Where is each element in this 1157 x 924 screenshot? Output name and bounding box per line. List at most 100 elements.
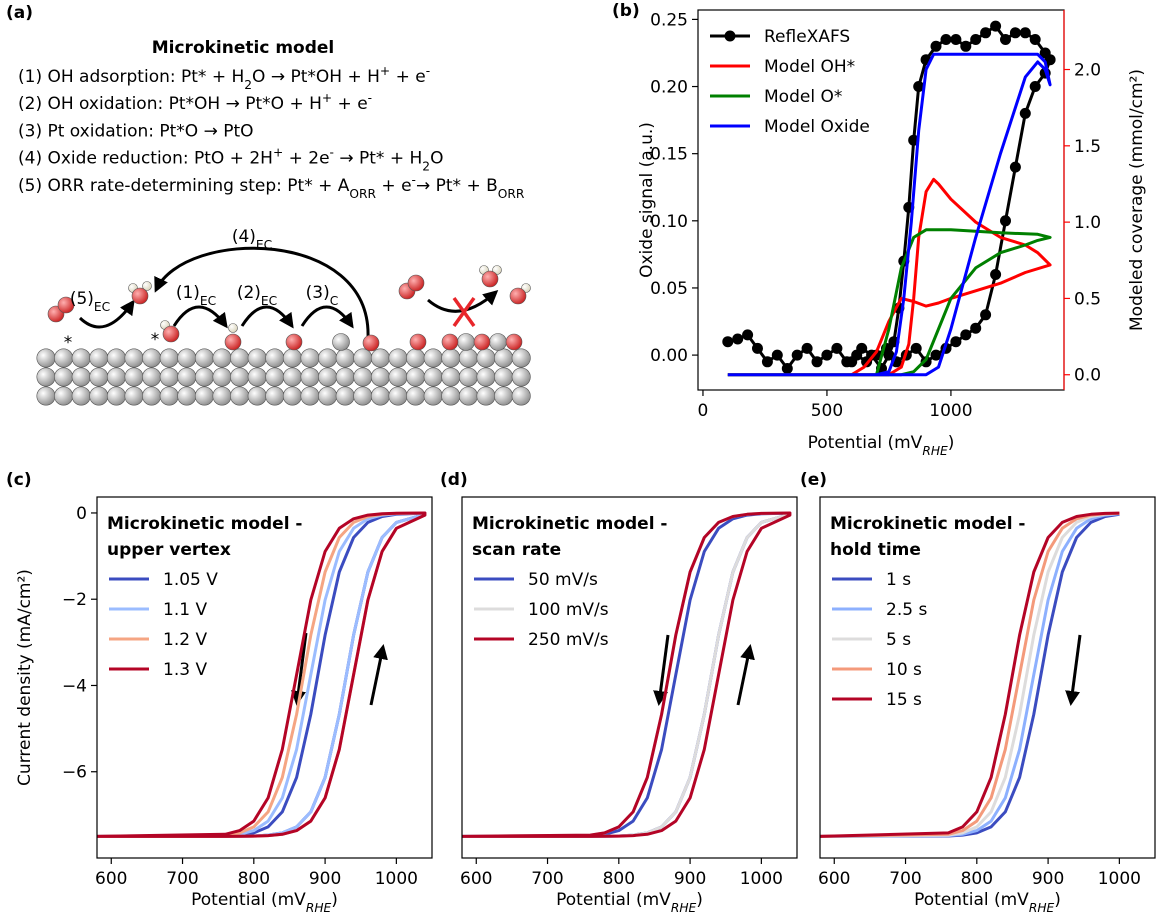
pt-atom [54,367,74,387]
data-line [819,511,1120,838]
legend-label: 50 mV/s [528,570,598,590]
data-point [1039,47,1051,59]
data-line [727,228,1052,377]
legend-title: Microkinetic model - [472,514,668,534]
pt-atom [194,348,214,368]
y-tick-label: 0.25 [650,10,688,30]
pt-atom [489,333,507,351]
pt-atom [300,348,320,368]
pt-atom [124,386,144,406]
pt-atom [142,367,162,387]
reaction-arrow [78,299,135,329]
subscript: EC [261,294,277,308]
data-line [819,512,1120,838]
pt-atom [318,348,338,368]
x-tick-label: 1000 [740,869,783,889]
text-run: (2) OH oxidation: Pt*OH → Pt*O + H [18,94,322,114]
data-point [771,349,783,361]
text-run: Potential (mV [191,890,306,910]
y-tick-label: 0.00 [650,346,688,366]
pt-atom [159,386,179,406]
pt-atom [441,367,461,387]
data-point [801,342,813,354]
data-line [461,511,792,838]
pt-atom [194,386,214,406]
subscript: ORR [498,187,525,201]
subscript: 2 [422,160,430,174]
superscript: - [330,146,334,160]
y-axis-label: Oxide signal (a.u.) [637,122,657,278]
legend-label: 1.2 V [163,630,207,650]
text-run: (1) [176,283,200,303]
subscript: RHE [671,901,697,915]
pt-atom [265,386,285,406]
subscript: C [330,294,339,308]
pt-atom [89,367,109,387]
data-point [761,356,773,368]
text-run: → Pt* + H [334,149,422,169]
reaction-step: (2) OH oxidation: Pt*OH → Pt*O + H+ + e- [18,91,372,114]
scan-arrow [653,634,670,706]
pt-atom [177,386,197,406]
y-axis-label: Current density (mA/cm²) [15,569,35,786]
x-tick-label: 600 [460,869,492,889]
text-run: ) [331,890,338,910]
data-point [970,34,982,45]
data-point [811,356,823,368]
pt-atom [423,386,443,406]
data-point [913,81,925,92]
arrows [291,632,1082,706]
legend-marker [724,30,736,42]
text-run: + 2e [283,149,329,169]
pt-atom [247,367,267,387]
pt-atom [300,386,320,406]
subscript: RHE [1029,901,1055,915]
data-point [1029,81,1041,92]
data-line [727,24,1052,370]
legend-label: 15 s [886,690,922,710]
panel-label: (c) [6,470,32,490]
o-atom [441,333,459,351]
y2-tick-label: 2.0 [1074,61,1101,81]
subscript: RHE [306,901,332,915]
pt-atom [406,367,426,387]
pt-atom [335,386,355,406]
pt-atom [54,386,74,406]
pt-atom [265,348,285,368]
data-point [722,336,734,348]
x-tick-label: 900 [1032,869,1064,889]
panel-label: (a) [6,3,33,23]
o-atom [473,333,491,351]
reaction-arrow [240,305,294,329]
step-label: (1)EC [176,283,216,308]
pt-atom [212,367,232,387]
pt-atom [318,367,338,387]
superscript: - [412,173,416,187]
pt-atom [458,386,478,406]
legend-title: upper vertex [107,540,231,560]
x-tick-label: 1000 [929,401,972,421]
pt-atom [458,367,478,387]
pt-atom [194,367,214,387]
data-point [910,342,922,354]
o-atom [285,333,303,351]
data-point [930,40,942,52]
text-run: ) [1054,890,1061,910]
text-run: Potential (mV [808,433,923,453]
data-line [96,511,427,838]
step-label: (4)EC [232,227,272,252]
y-tick-label: −4 [62,676,87,696]
x-axis-label: Potential (mVRHE) [808,433,955,458]
subscript: EC [94,300,110,314]
legend-label: 1 s [886,570,911,590]
plot-frame [96,496,433,859]
pt-atom [494,367,514,387]
reaction-step: (3) Pt oxidation: Pt*O → PtO [18,121,254,141]
o-atom [162,325,180,343]
text-run: (4) [232,227,256,247]
legend-title: Microkinetic model - [107,514,303,534]
x-tick-label: 700 [889,869,921,889]
y-tick-label: −6 [62,763,87,783]
data-point [960,329,972,341]
pt-atom [89,348,109,368]
